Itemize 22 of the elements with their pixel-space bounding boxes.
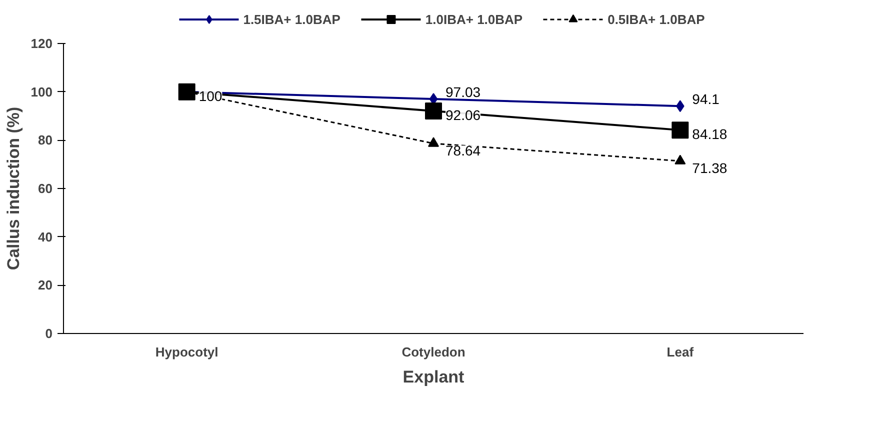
y-axis-title: Callus induction (%) — [4, 106, 23, 270]
x-tick-label: Leaf — [666, 344, 694, 360]
data-label: 92.06 — [446, 107, 481, 124]
legend-label: 1.5IBA+ 1.0BAP — [243, 12, 340, 26]
legend-label: 0.5IBA+ 1.0BAP — [608, 12, 705, 26]
x-tick-label: Hypocotyl — [155, 344, 218, 360]
y-tick-label: 60 — [38, 181, 53, 196]
data-label: 100 — [198, 88, 222, 104]
y-tick-label: 0 — [45, 326, 53, 341]
data-label: 97.03 — [446, 84, 481, 100]
x-axis-title: Explant — [402, 368, 465, 386]
data-label: 94.1 — [692, 91, 720, 108]
x-tick-label: Cotyledon — [402, 344, 466, 360]
data-label: 78.64 — [446, 142, 481, 158]
y-tick-label: 100 — [30, 84, 53, 100]
data-label: 84.18 — [692, 126, 728, 142]
y-tick-label: 40 — [38, 229, 53, 244]
y-tick-label: 80 — [38, 132, 53, 148]
y-tick-label: 20 — [38, 278, 53, 293]
legend-label: 1.0IBA+ 1.0BAP — [425, 12, 523, 26]
data-label: 71.38 — [692, 160, 728, 176]
y-tick-label: 120 — [30, 36, 53, 51]
